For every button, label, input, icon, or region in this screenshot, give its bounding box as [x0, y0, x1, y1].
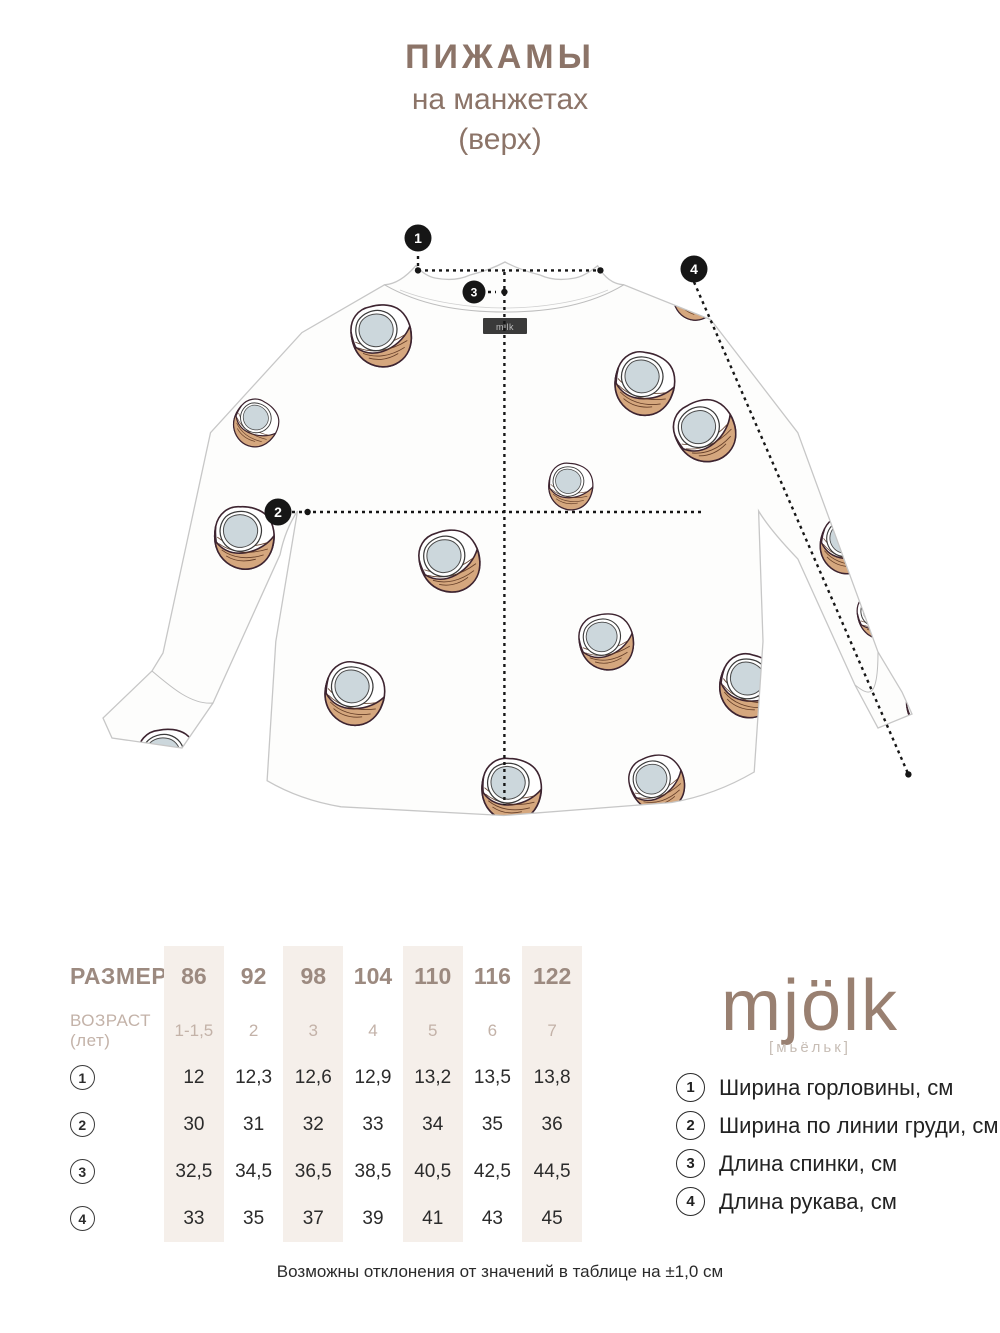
svg-text:4: 4 [690, 261, 698, 277]
svg-text:1: 1 [414, 230, 422, 246]
svg-text:2: 2 [274, 504, 282, 520]
svg-text:3: 3 [471, 286, 478, 300]
